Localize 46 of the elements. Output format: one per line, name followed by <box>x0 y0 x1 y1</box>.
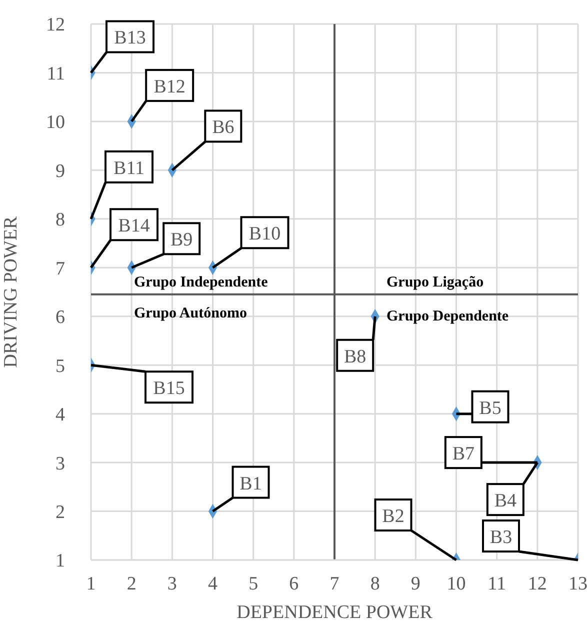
annotation: B11 <box>114 158 144 179</box>
annotation: B4 <box>494 490 517 512</box>
y-tick-label: 8 <box>56 210 65 231</box>
x-tick-label: 4 <box>208 573 218 594</box>
x-tick-label: 8 <box>370 573 380 594</box>
x-axis-title: DEPENDENCE POWER <box>236 602 433 623</box>
y-tick-label: 3 <box>56 453 65 474</box>
annotation: B3 <box>490 527 512 548</box>
annotation: Grupo Autónomo <box>134 305 247 322</box>
y-tick-label: 11 <box>46 63 65 84</box>
annotation: B1 <box>240 473 262 494</box>
y-tick-label: 6 <box>56 307 65 328</box>
x-tick-label: 13 <box>568 573 587 594</box>
y-axis-title: DRIVING POWER <box>0 216 22 368</box>
annotation: B14 <box>118 216 150 237</box>
x-tick-label: 12 <box>528 573 547 594</box>
x-tick-label: 3 <box>167 573 177 594</box>
annotation: B12 <box>154 76 186 98</box>
y-tick-label: 5 <box>56 356 65 377</box>
annotation: B5 <box>479 398 502 419</box>
x-tick-label: 7 <box>330 573 340 594</box>
y-tick-label: 9 <box>56 160 65 182</box>
annotation: B7 <box>452 444 475 465</box>
annotation: B9 <box>170 230 193 251</box>
y-tick-label: 7 <box>56 258 65 280</box>
x-tick-label: 6 <box>289 573 299 594</box>
y-tick-label: 1 <box>56 550 65 572</box>
x-tick-label: 5 <box>248 573 258 594</box>
annotation: B2 <box>382 506 404 527</box>
x-tick-label: 10 <box>446 573 466 594</box>
annotation: B13 <box>114 28 146 49</box>
x-tick-label: 1 <box>86 573 96 594</box>
annotation: B6 <box>212 117 234 138</box>
annotation: B8 <box>344 346 366 368</box>
annotation: Grupo Ligação <box>386 274 484 290</box>
x-tick-label: 11 <box>488 573 506 594</box>
y-tick-label: 2 <box>56 502 65 524</box>
x-tick-label: 9 <box>410 573 420 594</box>
annotation: B15 <box>153 378 185 400</box>
annotation: Grupo Dependente <box>386 308 509 324</box>
x-tick-label: 2 <box>126 573 136 594</box>
y-tick-label: 10 <box>46 112 65 134</box>
y-tick-label: 4 <box>56 404 66 426</box>
annotation: Grupo Independente <box>134 274 268 290</box>
annotation: B10 <box>248 224 281 245</box>
y-tick-label: 12 <box>46 14 65 36</box>
